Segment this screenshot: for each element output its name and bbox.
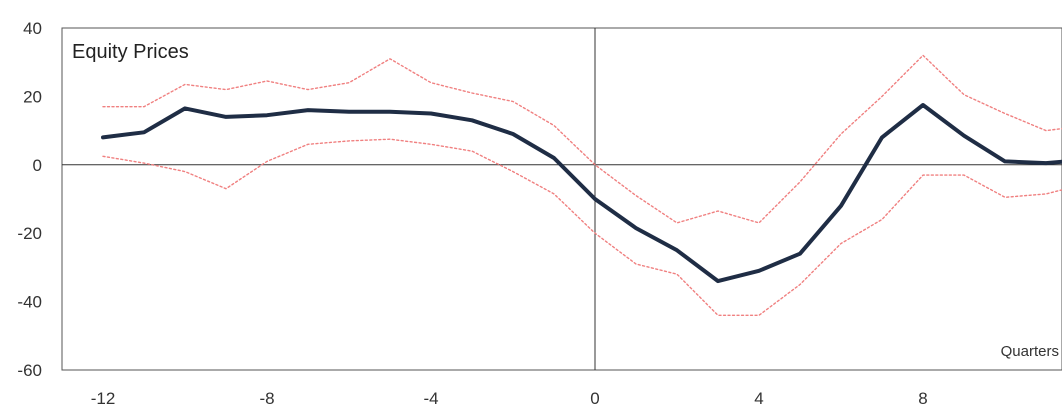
series-lower-band-line bbox=[102, 138, 1062, 316]
x-axis-label: Quarters bbox=[1001, 343, 1059, 360]
chart-title: Equity Prices bbox=[72, 41, 189, 63]
x-tick-label: -4 bbox=[423, 389, 438, 408]
x-tick-label: 8 bbox=[918, 389, 927, 408]
plot-area bbox=[61, 27, 1062, 371]
x-axis-ticks: -12-8-404812 bbox=[91, 389, 928, 408]
y-tick-label: 40 bbox=[23, 19, 42, 38]
series-group bbox=[101, 54, 1062, 316]
y-tick-label: 20 bbox=[23, 87, 42, 106]
y-tick-label: -60 bbox=[17, 361, 42, 380]
y-tick-label: -40 bbox=[17, 293, 42, 312]
series-estimate-line bbox=[101, 103, 1062, 284]
series-upper-band-line bbox=[102, 54, 1062, 224]
y-tick-label: -20 bbox=[17, 224, 42, 243]
x-tick-label: 4 bbox=[754, 389, 763, 408]
y-tick-label: 0 bbox=[33, 156, 42, 175]
y-axis-ticks: 40 20 0 -20 -40 -60 bbox=[17, 19, 42, 380]
x-tick-label: -8 bbox=[259, 389, 274, 408]
x-tick-label: -12 bbox=[91, 389, 116, 408]
x-tick-label: 0 bbox=[590, 389, 599, 408]
